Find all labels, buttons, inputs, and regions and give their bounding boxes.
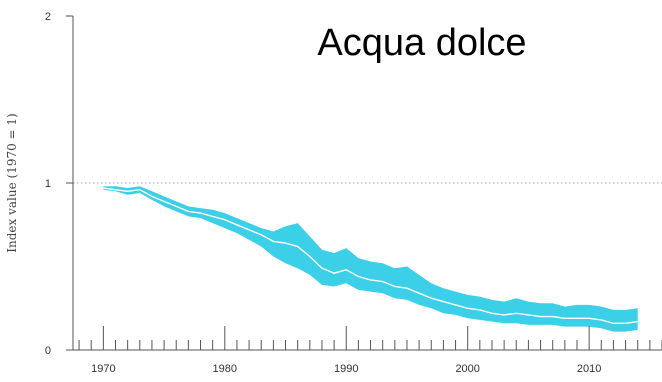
confidence-band-layer: [103, 186, 638, 332]
y-tick-label: 0: [45, 345, 51, 357]
y-axis-title: Index value (1970 = 1): [5, 113, 19, 252]
x-tick-label: 1980: [213, 363, 237, 375]
index-line-layer: [103, 187, 638, 324]
x-tick-label: 2010: [577, 363, 601, 375]
y-tick-label: 2: [45, 11, 51, 23]
x-tick-label: 1970: [91, 363, 115, 375]
x-tick-label: 2000: [455, 363, 479, 375]
x-axis: 1970 1980 1990 2000 2010: [73, 326, 662, 375]
x-tick-label: 1990: [334, 363, 358, 375]
y-axis: 0 1 2: [45, 11, 74, 357]
chart-title: Acqua dolce: [317, 22, 526, 64]
index-line: [103, 187, 638, 324]
confidence-band: [103, 186, 638, 332]
y-tick-label: 1: [45, 178, 51, 190]
